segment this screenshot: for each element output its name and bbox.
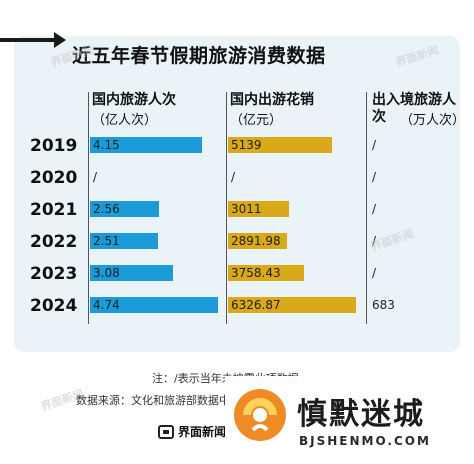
outbound-trips-value: / (372, 138, 377, 152)
year-label: 2022 (30, 232, 78, 252)
col1-unit: （亿人次） (92, 113, 158, 128)
overlay-name: 慎默迷城 (297, 397, 425, 432)
overlay-url: BJSHENMO.COM (299, 434, 431, 448)
domestic-spending-bar (228, 265, 304, 281)
domestic-trips-value: / (93, 170, 98, 184)
outbound-trips-value: / (372, 234, 377, 248)
domestic-spending-value: / (231, 170, 236, 184)
col3-unit: （万人次） (400, 113, 466, 128)
domestic-spending-bar (228, 201, 289, 217)
data-source: 数据来源：文化和旅游部数据中心 (76, 394, 241, 407)
outbound-trips-value: / (372, 170, 377, 184)
domestic-trips-value: 4.74 (93, 298, 120, 312)
title-arrow-line (0, 38, 60, 42)
publisher-icon (158, 424, 174, 439)
watermark-overlay: 慎默迷城 BJSHENMO.COM (225, 376, 474, 464)
domestic-trips-value: 4.15 (93, 138, 120, 152)
col2-header: 国内出游花销 (230, 92, 314, 108)
title-arrow-head (54, 32, 66, 48)
col3-header: 出入境旅游人次 (372, 92, 456, 125)
column-divider-3 (366, 92, 367, 324)
column-divider-2 (226, 92, 227, 324)
domestic-spending-value: 5139 (231, 138, 262, 152)
overlay-logo-icon (234, 389, 286, 441)
domestic-trips-bar (90, 297, 218, 313)
domestic-spending-bar (228, 233, 287, 249)
domestic-spending-value: 3011 (231, 202, 262, 216)
col1-header: 国内旅游人次 (92, 92, 176, 108)
domestic-trips-value: 2.51 (93, 234, 120, 248)
year-label: 2023 (30, 264, 78, 284)
outbound-trips-value: / (372, 266, 377, 280)
domestic-trips-bar (90, 201, 159, 217)
outbound-trips-value: / (372, 202, 377, 216)
year-label: 2020 (30, 168, 78, 188)
year-label: 2019 (30, 136, 78, 156)
publisher-name: 界面新闻 (178, 425, 227, 439)
domestic-trips-bar (90, 233, 158, 249)
domestic-spending-bar (228, 137, 332, 153)
domestic-trips-bar (90, 265, 173, 281)
domestic-trips-value: 2.56 (93, 202, 120, 216)
publisher-logo: 界面新闻 (158, 423, 226, 440)
domestic-trips-value: 3.08 (93, 266, 120, 280)
domestic-trips-bar (90, 137, 202, 153)
domestic-spending-bar (228, 297, 356, 313)
domestic-spending-value: 6326.87 (231, 298, 281, 312)
year-label: 2024 (30, 296, 78, 316)
domestic-spending-value: 2891.98 (231, 234, 281, 248)
outbound-trips-value: 683 (372, 298, 395, 312)
col2-unit: （亿元） (230, 113, 283, 128)
chart-title: 近五年春节假期旅游消费数据 (72, 45, 326, 67)
year-label: 2021 (30, 200, 78, 220)
domestic-spending-value: 3758.43 (231, 266, 281, 280)
column-divider-1 (88, 92, 89, 324)
